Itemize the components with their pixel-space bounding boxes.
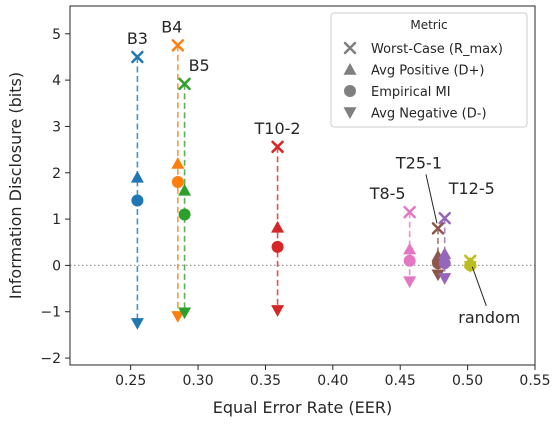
legend-marker-triangle-up: [343, 63, 357, 75]
x-tick-label: 0.50: [452, 373, 483, 389]
empirical-mi-marker: [131, 194, 144, 207]
worst-case-marker-stroke: [403, 205, 416, 219]
worst-case-marker: [438, 211, 451, 225]
plot-frame: [69, 5, 536, 366]
legend-marker-circle: [344, 85, 356, 97]
empirical-mi-marker: [171, 176, 184, 189]
avg-positive-marker: [171, 156, 185, 169]
avg-positive-marker: [271, 220, 285, 233]
x-tick-label: 0.55: [519, 373, 550, 389]
point-label-layer: B3 B4 B5 T10-2 T8-5 T25-1 T12-5 random: [127, 17, 521, 326]
avg-positive-marker: [130, 170, 144, 183]
legend-marker-triangle-down: [343, 107, 357, 119]
x-axis-label: Equal Error Rate (EER): [213, 398, 392, 417]
worst-case-marker: [171, 39, 185, 52]
axes-layer: [69, 5, 536, 366]
empirical-mi-marker: [403, 254, 416, 267]
worst-case-marker-stroke: [343, 41, 357, 55]
point-label: B4: [161, 17, 182, 36]
worst-case-marker-stroke: [131, 50, 144, 64]
avg-negative-marker: [271, 305, 285, 317]
y-tick-label: 0: [52, 258, 61, 274]
legend: Metric Worst-Case (R_max) Avg Positive (D…: [330, 12, 528, 128]
legend-title: Metric: [410, 18, 447, 32]
avg-positive-marker: [438, 247, 452, 260]
point-label: random: [458, 308, 520, 327]
annotation-arrow: [425, 174, 438, 224]
avg-positive-marker: [403, 242, 417, 255]
x-tick-label: 0.25: [115, 373, 146, 389]
worst-case-marker-stroke: [271, 140, 284, 154]
avg-positive-marker: [178, 183, 192, 196]
avg-negative-marker: [178, 307, 192, 320]
y-tick-label: 2: [52, 166, 61, 182]
tick-layer: 0.25 0.30 0.35 0.40 0.45 0.50 0.55 −2 −1 0 1 2 3 4 5: [40, 27, 550, 389]
y-tick-label: 5: [52, 27, 61, 43]
avg-negative-marker: [171, 311, 185, 323]
empirical-mi-marker: [271, 240, 284, 253]
x-tick-label: 0.45: [385, 373, 416, 389]
y-tick-label: −2: [40, 351, 61, 367]
avg-negative-marker: [130, 318, 144, 330]
point-label: B5: [189, 56, 210, 75]
worst-case-marker: [431, 222, 445, 235]
legend-entry-label: Worst-Case (R_max): [371, 42, 503, 57]
avg-negative-marker: [463, 261, 477, 273]
point-label: T25-1: [395, 153, 442, 172]
avg-negative-marker: [438, 273, 452, 285]
legend-marker-x: [343, 41, 357, 55]
avg-negative-marker: [431, 269, 445, 282]
point-label: B3: [127, 29, 148, 48]
legend-entry-label: Empirical MI: [371, 85, 451, 100]
point-label: T10-2: [254, 119, 301, 138]
y-tick-label: 4: [52, 73, 61, 89]
y-tick-label: −1: [40, 305, 61, 321]
y-axis-label: Information Disclosure (bits): [6, 72, 25, 299]
y-tick-label: 1: [52, 212, 61, 228]
worst-case-marker-stroke: [431, 222, 445, 235]
legend-entries: Worst-Case (R_max) Avg Positive (D+) Empir…: [343, 41, 503, 122]
y-tick-label: 3: [52, 119, 61, 135]
x-tick-label: 0.35: [250, 373, 281, 389]
avg-negative-marker: [403, 276, 417, 289]
worst-case-marker-stroke: [178, 77, 191, 91]
x-tick-label: 0.30: [182, 373, 213, 389]
legend-box: [330, 12, 528, 128]
empirical-mi-marker: [438, 257, 451, 270]
point-label: T12-5: [448, 179, 495, 198]
annotation-arrow: [471, 266, 487, 306]
worst-case-marker: [403, 205, 416, 219]
x-tick-label: 0.40: [317, 373, 348, 389]
worst-case-marker: [178, 77, 191, 91]
worst-case-marker-stroke: [438, 211, 451, 225]
worst-case-marker-stroke: [171, 39, 185, 52]
point-label: T8-5: [369, 184, 406, 203]
legend-entry-label: Avg Negative (D-): [371, 107, 487, 122]
empirical-mi-marker: [178, 208, 191, 221]
worst-case-marker: [131, 50, 144, 64]
legend-entry-label: Avg Positive (D+): [371, 64, 485, 79]
worst-case-marker: [271, 140, 284, 154]
annotation-layer: [425, 174, 487, 306]
marker-layer: [130, 39, 477, 330]
